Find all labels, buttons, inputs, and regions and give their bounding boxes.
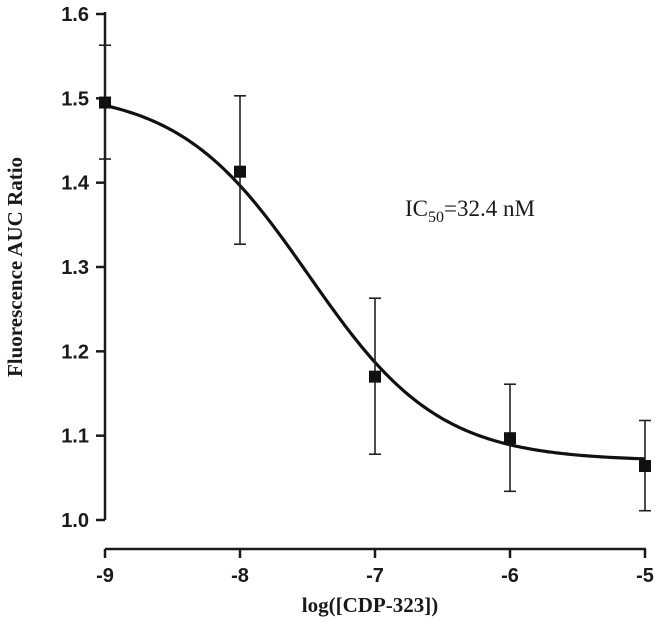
square-marker (234, 165, 246, 178)
data-point (504, 383, 516, 493)
data-point (99, 44, 111, 160)
ic50-subscript: 50 (428, 209, 444, 226)
y-axis-title: Fluorescence AUC Ratio (3, 157, 27, 377)
y-tick-label: 1.3 (61, 257, 89, 279)
x-tick-label: -7 (366, 565, 384, 587)
data-point (369, 297, 381, 456)
square-marker (639, 460, 651, 473)
square-marker (99, 96, 111, 109)
data-points (99, 44, 651, 512)
ic50-value: =32.4 nM (444, 196, 535, 221)
y-tick-label: 1.5 (61, 88, 89, 110)
y-tick-label: 1.6 (61, 4, 89, 26)
data-point (639, 419, 651, 512)
y-tick-label: 1.1 (61, 426, 89, 448)
x-tick-label: -5 (636, 565, 654, 587)
ic50-annotation: IC50=32.4 nM (405, 196, 535, 226)
y-tick-label: 1.0 (61, 510, 89, 532)
y-ticks: 1.0 1.1 1.2 1.3 1.4 1.5 1.6 (61, 4, 105, 532)
square-marker (504, 432, 516, 445)
square-marker (369, 370, 381, 383)
x-axis-title: log([CDP-323]) (302, 593, 438, 617)
y-tick-label: 1.2 (61, 341, 89, 363)
x-tick-label: -9 (96, 565, 114, 587)
x-tick-label: -8 (231, 565, 249, 587)
x-ticks: -9 -8 -7 -6 -5 (96, 549, 654, 587)
x-tick-label: -6 (501, 565, 519, 587)
ic50-prefix: IC (405, 196, 428, 221)
y-tick-label: 1.4 (61, 173, 90, 195)
data-point (234, 95, 246, 246)
axes (103, 12, 646, 551)
